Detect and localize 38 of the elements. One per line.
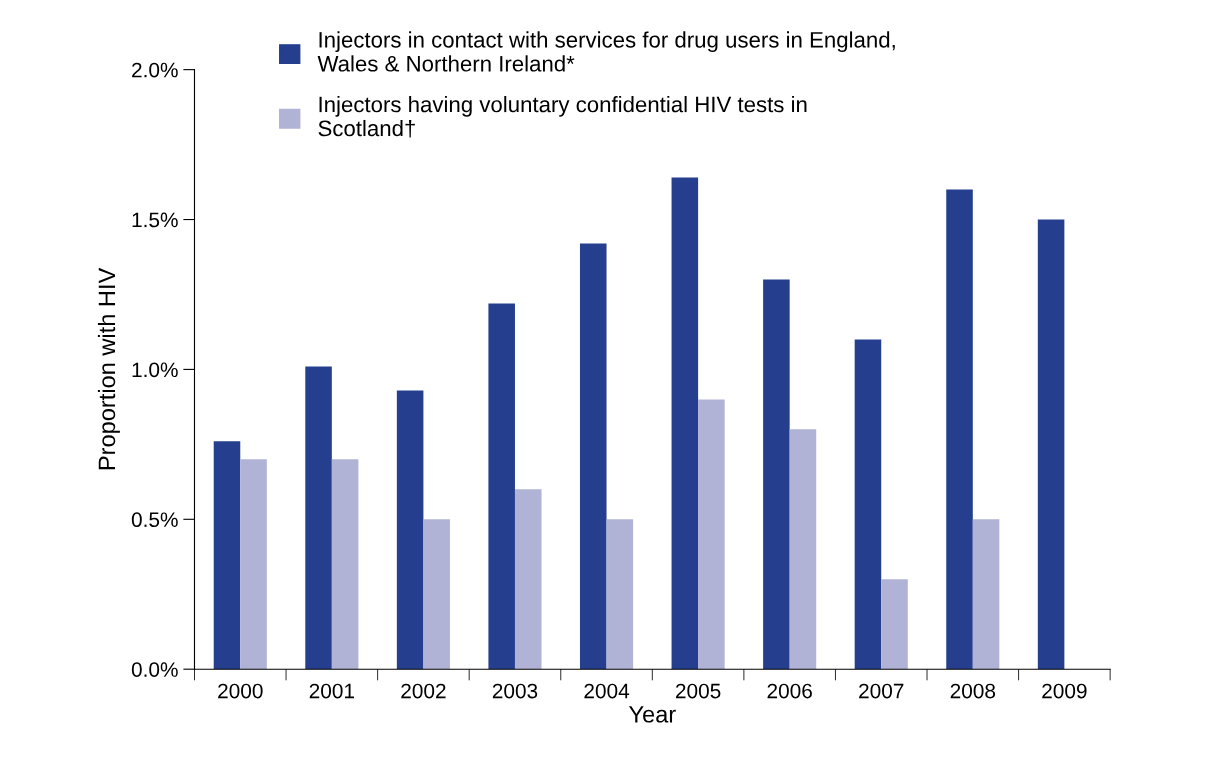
x-tick-label: 2005 — [675, 683, 721, 699]
bar — [854, 339, 882, 670]
x-tick-label: 2001 — [309, 683, 354, 699]
x-tick-label: 2000 — [218, 683, 263, 699]
x-tick-label: 2004 — [584, 683, 630, 699]
bar — [763, 279, 790, 670]
x-tick-label: 2007 — [859, 683, 904, 699]
y-tick-label: 0.0% — [131, 662, 178, 677]
x-tick-label: 2009 — [1042, 683, 1087, 699]
bar — [789, 429, 817, 670]
bar — [881, 579, 908, 670]
bar — [579, 243, 607, 670]
bar — [396, 390, 424, 670]
bar — [331, 459, 359, 670]
x-tick-label: 2002 — [401, 683, 446, 699]
bar — [240, 459, 267, 670]
y-axis-title: Proportion with HIV — [97, 267, 120, 470]
y-tick-label: 2.0% — [132, 62, 178, 78]
bar — [423, 519, 450, 670]
x-tick-label: 2006 — [767, 683, 812, 699]
bar — [606, 519, 634, 670]
legend-label: Injectors having voluntary confidential HIV tests in Scotland† — [318, 96, 807, 138]
y-tick-label: 1.5% — [132, 212, 178, 228]
bar — [698, 399, 725, 670]
x-tick-label: 2003 — [492, 683, 538, 699]
bar — [972, 519, 1000, 670]
bar — [514, 489, 542, 670]
bar — [305, 366, 332, 670]
bar — [1037, 219, 1065, 670]
bar — [671, 177, 699, 670]
y-tick-label: 1.0% — [132, 362, 178, 378]
y-tick-label: 0.5% — [131, 512, 178, 528]
legend-label: Injectors in contact with services for drug users in England, Wales & Northern Ireland* — [317, 31, 895, 72]
bar — [488, 303, 515, 670]
x-tick-label: 2008 — [950, 683, 996, 699]
bar — [946, 189, 973, 670]
x-axis-title: Year — [628, 706, 676, 723]
bar — [213, 441, 241, 670]
